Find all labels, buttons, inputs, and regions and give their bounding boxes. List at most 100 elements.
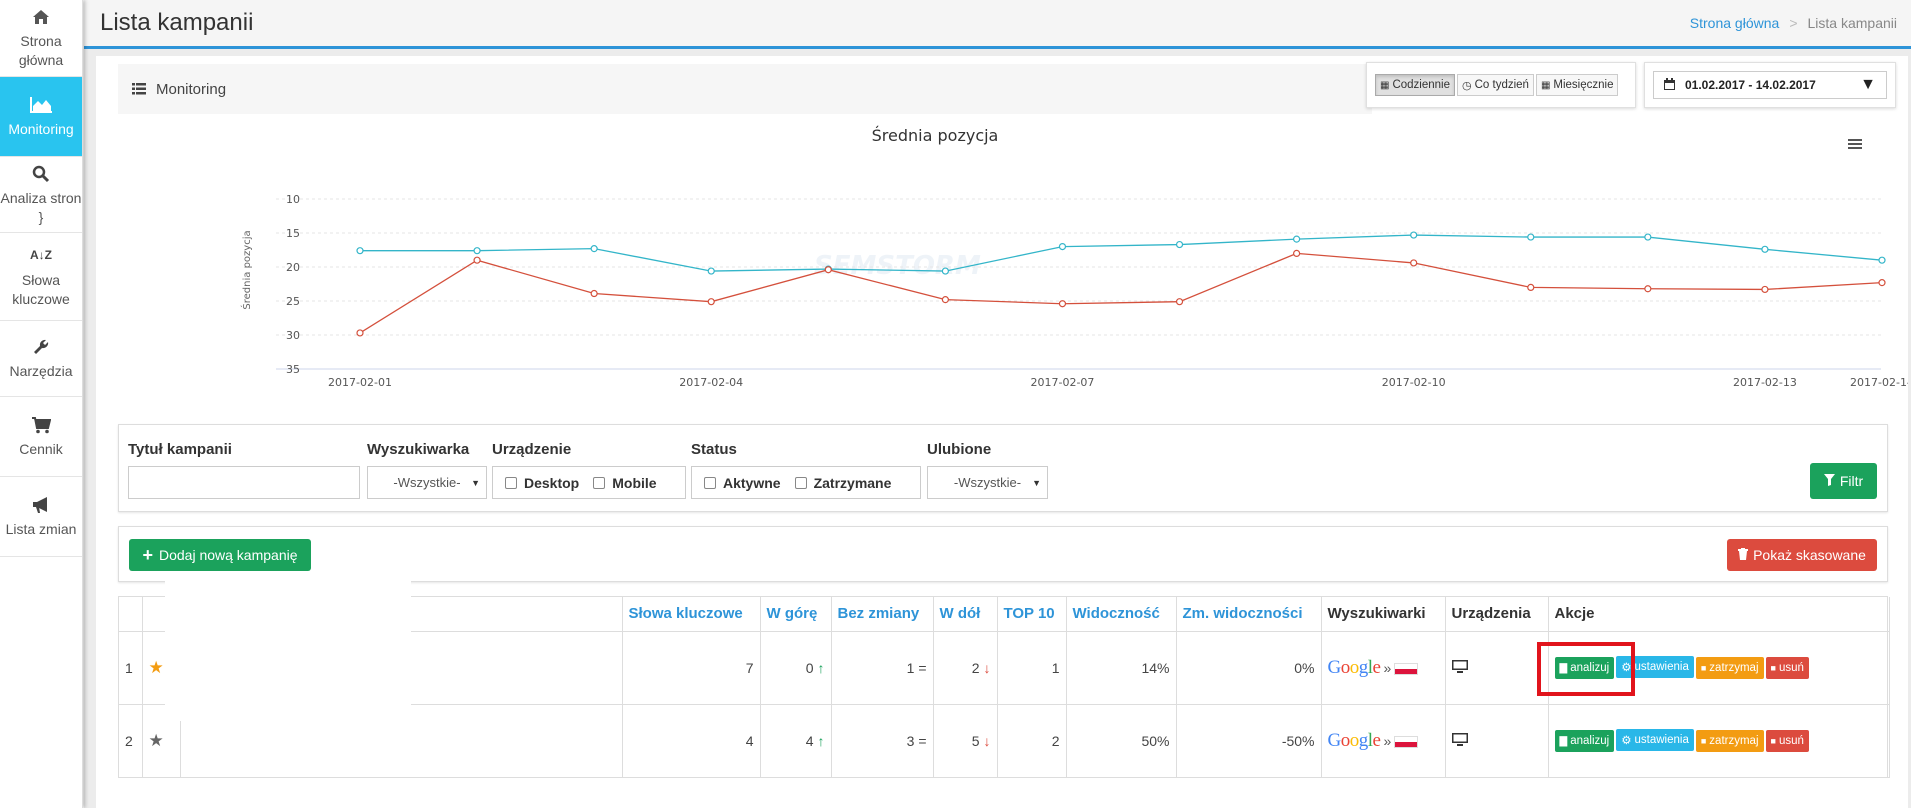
y-axis-label: Średnia pozycja [240,230,253,309]
sidebar-item-tools[interactable]: Narzędzia [0,321,82,397]
delete-label: usuń [1778,661,1804,674]
filter-panel: Tytuł kampanii Wyszukiwarka -Wszystkie- … [118,424,1888,512]
google-logo: Google [1327,729,1381,751]
data-point[interactable] [1761,245,1769,253]
data-point[interactable] [1058,300,1067,308]
active-checkbox[interactable]: Aktywne [704,475,781,491]
add-campaign-button[interactable]: + Dodaj nową kampanię [129,539,311,571]
column-header-visibility[interactable]: Widoczność [1066,597,1177,632]
column-header-devices: Urządzenia [1445,597,1549,632]
data-point[interactable] [941,296,949,304]
data-point[interactable] [1644,233,1652,241]
add-campaign-label: Dodaj nową kampanię [158,547,298,563]
data-point[interactable] [590,245,598,253]
filter-button-label: Filtr [1839,473,1864,489]
gear-icon: ⚙ [1621,661,1632,674]
search-engine-select[interactable]: -Wszystkie- ▼ [367,466,487,499]
campaign-title-input[interactable] [128,466,360,499]
sidebar-item-home[interactable]: Strona główna [0,0,82,77]
data-point[interactable] [356,247,364,255]
sidebar-item-label: Narzędzia [9,363,73,379]
status-label: Status [691,441,737,458]
column-header-up[interactable]: W górę [760,597,832,632]
column-header-visibility-change[interactable]: Zm. widoczności [1176,597,1322,632]
up-count: 0 [805,659,814,676]
data-point[interactable] [941,267,949,275]
sort-alpha-icon: A↓Z [30,248,52,262]
analyze-button[interactable]: ▇ analizuj [1554,657,1615,680]
breadcrumb-home-link[interactable]: Strona główna [1689,15,1780,31]
data-point[interactable] [1761,285,1769,294]
sidebar-item-label: Strona główna [18,33,64,68]
delete-label: usuń [1778,734,1804,747]
up-cell: 4 ↑ [760,704,832,778]
date-range-container: 01.02.2017 - 14.02.2017 ▼ [1644,62,1896,108]
arrow-down-icon: ↓ [983,659,991,676]
show-deleted-button[interactable]: Pokaż skasowane [1727,539,1877,571]
mobile-checkbox[interactable]: Mobile [593,474,657,491]
settings-button[interactable]: ⚙ ustawienia [1616,728,1694,751]
column-header-top10[interactable]: TOP 10 [997,597,1067,632]
data-point[interactable] [1175,298,1184,306]
sidebar-item-label: Analiza stron [0,189,82,206]
delete-button[interactable]: ■ usuń [1765,656,1809,679]
column-header-nochange[interactable]: Bez zmiany [831,597,934,632]
data-point[interactable] [1293,249,1301,257]
sidebar-item-keywords[interactable]: A↓Z Słowa kluczowe [0,233,82,321]
column-header-index [119,597,143,632]
paused-checkbox[interactable]: Zatrzymane [794,475,891,491]
column-header-keywords[interactable]: Słowa kluczowe [622,597,761,632]
active-checkbox-label: Aktywne [723,474,781,491]
sidebar-item-site-analysis[interactable]: Analiza stron } [0,157,82,233]
data-point[interactable] [1175,240,1184,249]
data-point[interactable] [1644,285,1652,293]
sidebar-item-label: Cennik [19,441,63,457]
delete-button[interactable]: ■ usuń [1765,729,1809,752]
period-weekly-button[interactable]: ◷ Co tydzień [1457,74,1534,96]
campaign-title-label: Tytuł kampanii [128,441,232,458]
data-point[interactable] [707,298,715,306]
pause-button[interactable]: ■ zatrzymaj [1695,729,1764,752]
data-point[interactable] [1058,242,1067,251]
data-point[interactable] [1410,259,1418,267]
search-engine-value: -Wszystkie- [393,475,461,490]
desktop-checkbox[interactable]: Desktop [505,475,579,491]
data-point[interactable] [824,266,832,274]
monitoring-header: Monitoring [118,64,1372,114]
mobile-checkbox-label: Mobile [612,474,657,491]
data-point[interactable] [473,247,481,255]
data-point[interactable] [1410,231,1418,239]
chart-menu-icon[interactable] [1848,139,1862,149]
column-header-down[interactable]: W dół [933,597,998,632]
y-tick-label: 20 [286,261,300,274]
pause-button[interactable]: ■ zatrzymaj [1695,656,1764,679]
down-count: 2 [971,659,980,676]
data-point[interactable] [590,289,598,298]
chevron-down-icon: ▼ [1860,76,1876,93]
sidebar-item-pricing[interactable]: Cennik [0,397,82,477]
settings-highlight-box [1537,642,1635,696]
sidebar-item-changelog[interactable]: Lista zmian [0,477,82,557]
data-point[interactable] [473,256,481,264]
period-daily-button[interactable]: ▦ Codziennie [1375,74,1455,96]
data-point[interactable] [1878,279,1886,287]
devices-cell [1445,704,1549,778]
data-point[interactable] [1527,233,1535,241]
data-point[interactable] [707,267,715,275]
engines-cell: Google» [1321,704,1446,778]
search-engine-label: Wyszukiwarka [367,441,470,458]
favorites-select[interactable]: -Wszystkie- ▼ [927,466,1048,499]
data-point[interactable] [1527,283,1535,291]
breadcrumb: Strona główna > Lista kampanii [1690,15,1897,31]
analyze-button[interactable]: ▇ analizuj [1554,730,1615,753]
data-point[interactable] [356,329,364,337]
data-point[interactable] [1293,235,1301,243]
period-monthly-button[interactable]: ▦ Miesięcznie [1535,74,1619,96]
checkbox-box [794,476,807,489]
settings-button[interactable]: ⚙ ustawienia [1616,655,1694,678]
filter-button[interactable]: Filtr [1810,463,1877,499]
data-point[interactable] [1878,256,1886,264]
date-range-picker[interactable]: 01.02.2017 - 14.02.2017 ▼ [1653,71,1887,99]
google-logo: Google [1327,656,1381,678]
sidebar-item-monitoring[interactable]: Monitoring [0,77,82,157]
